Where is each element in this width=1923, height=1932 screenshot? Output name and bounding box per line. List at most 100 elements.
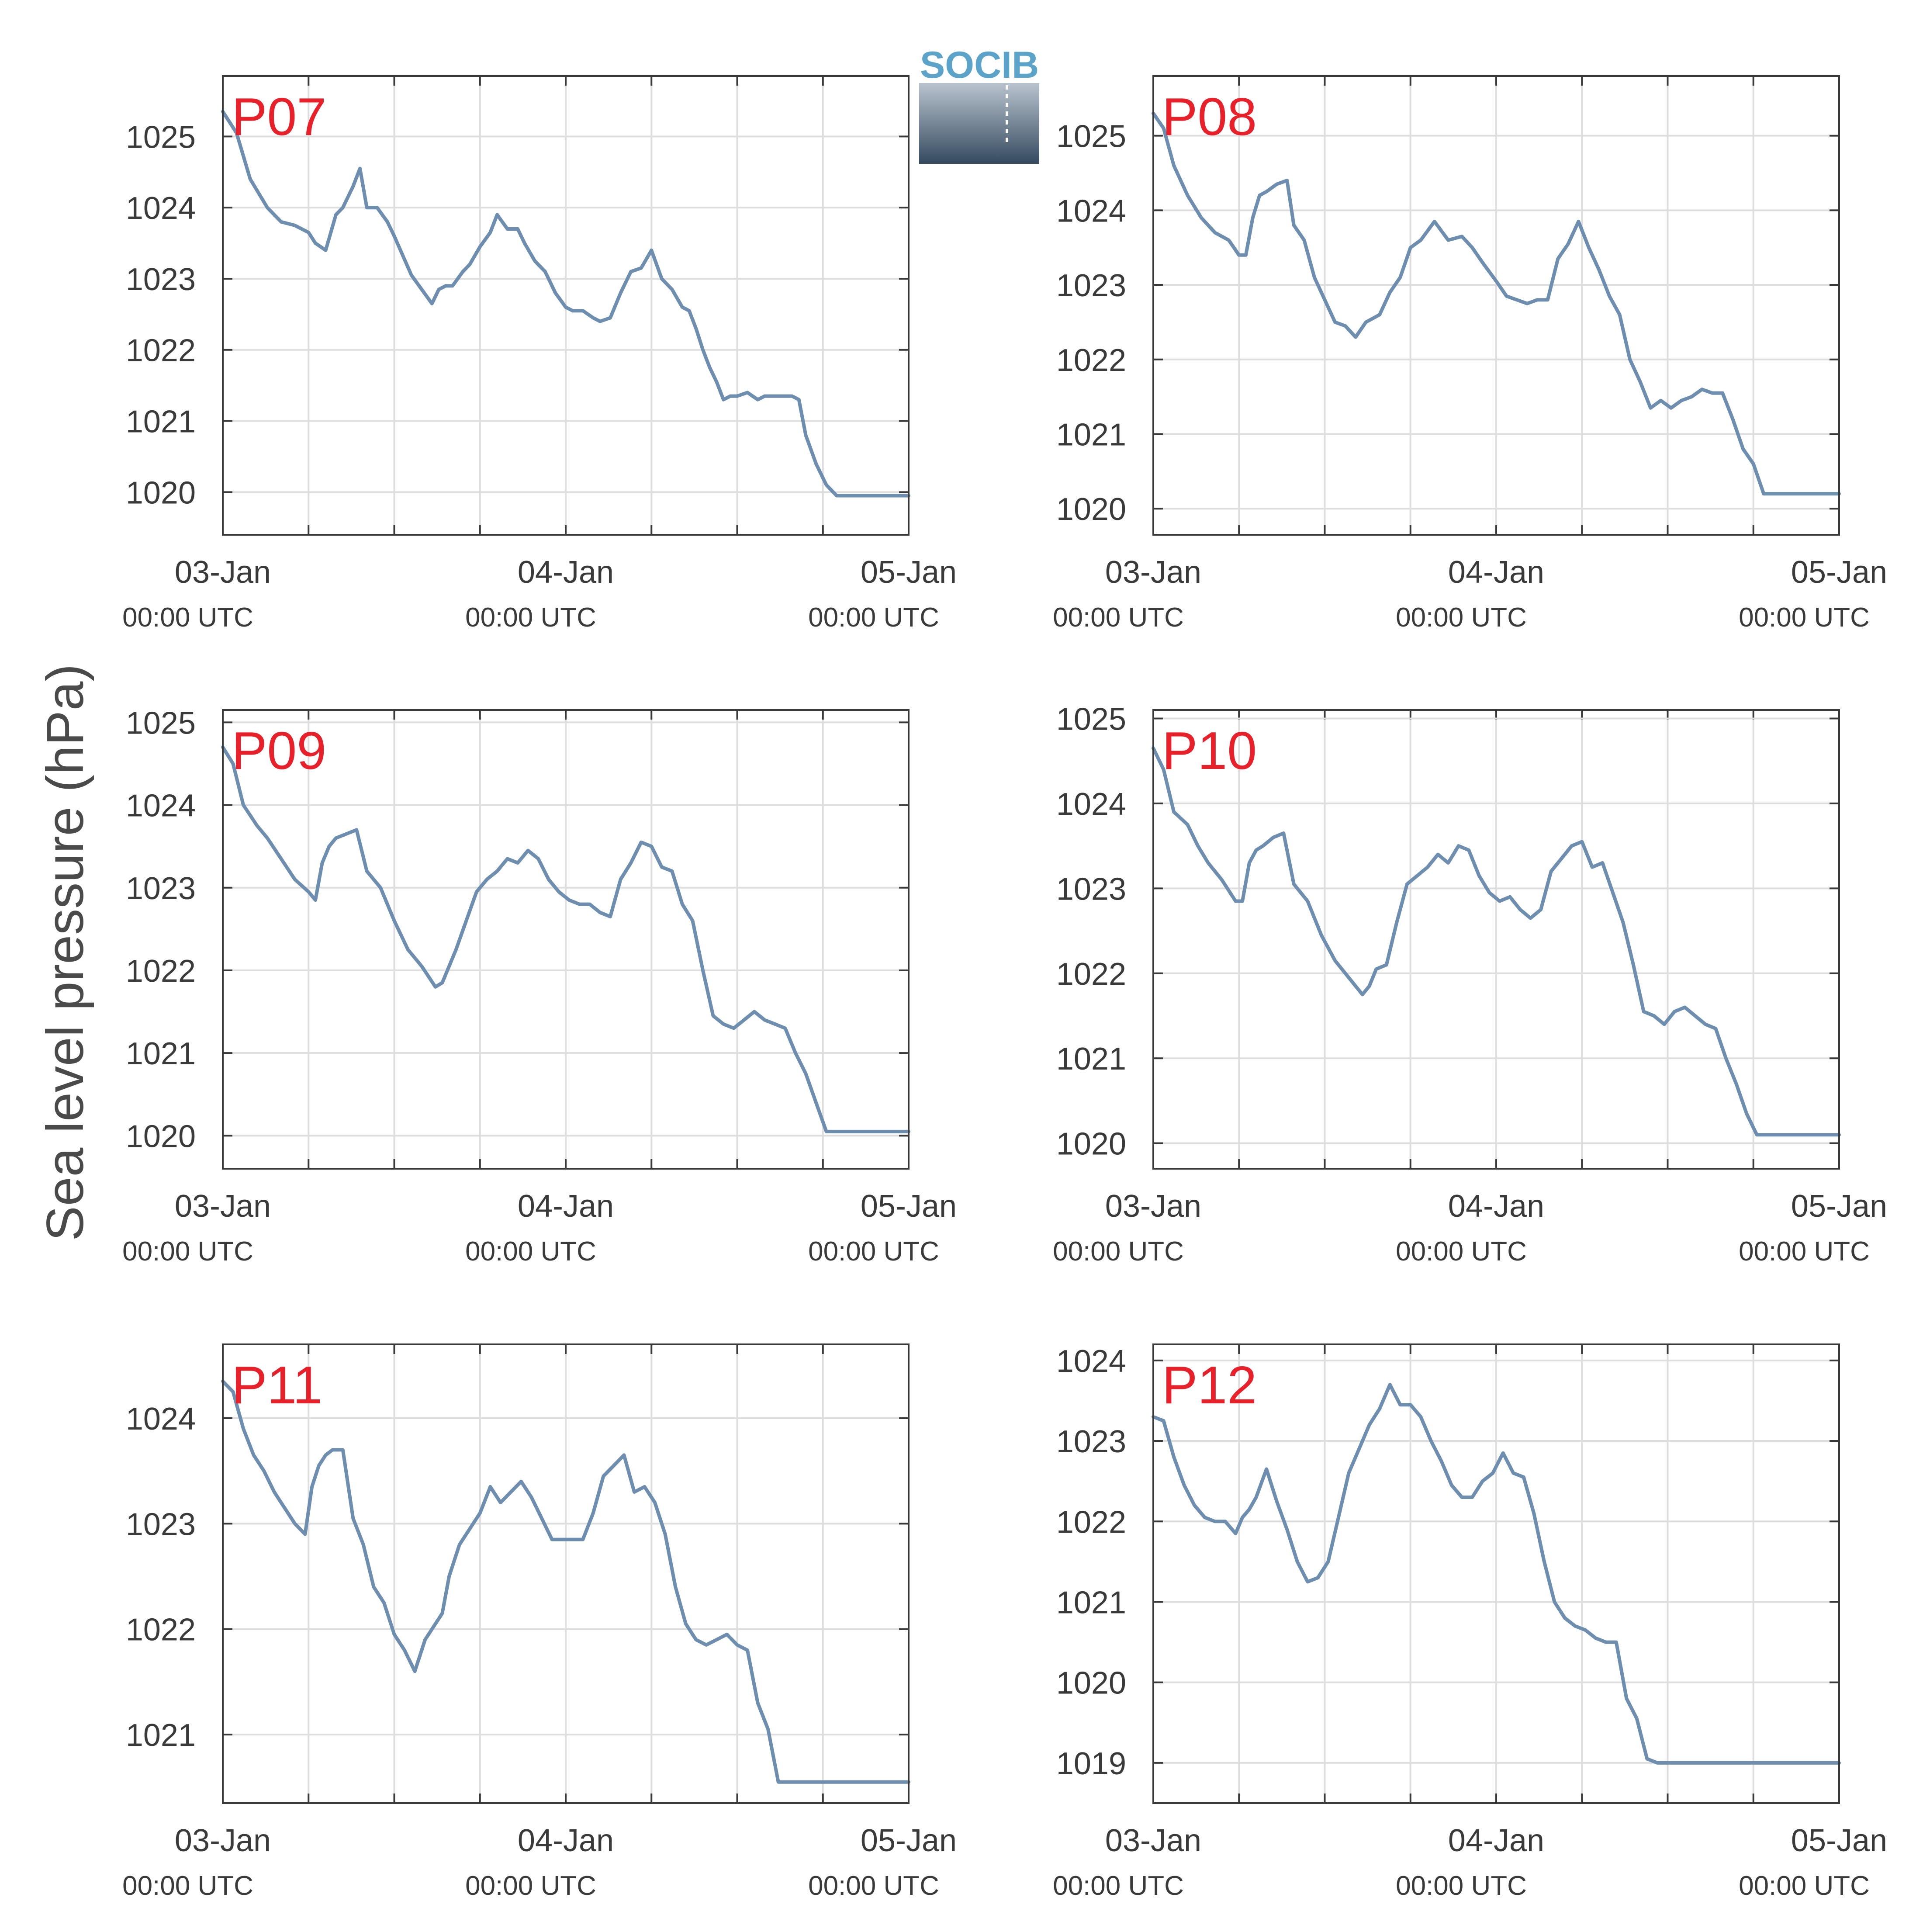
x-tick-sublabel: 00:00 UTC	[1053, 1871, 1184, 1901]
y-tick-label: 1024	[126, 1402, 196, 1437]
x-tick-sublabel: 00:00 UTC	[808, 1871, 939, 1901]
chart-panel-p07: 1020 1021 1022 1023 1024 1025 03-Jan 00:00 UTC 0…	[122, 75, 957, 633]
y-tick-label: 1021	[1056, 418, 1126, 453]
y-tick-label: 1020	[126, 1119, 196, 1154]
panel-title: P08	[1162, 87, 1257, 146]
panel-title: P12	[1162, 1355, 1257, 1415]
y-tick-label: 1022	[126, 333, 196, 368]
y-tick-label: 1023	[1056, 872, 1126, 907]
chart-panel-p10: 1020 1021 1022 1023 1024 1025 03-Jan 00:00 UTC 0…	[1053, 702, 1887, 1267]
x-tick-label: 05-Jan	[1791, 1823, 1887, 1858]
x-tick-label: 05-Jan	[861, 1823, 957, 1858]
panel-title: P07	[232, 87, 326, 146]
y-tick-label: 1025	[1056, 702, 1126, 737]
data-line-p08	[1152, 111, 1841, 496]
y-tick-label: 1021	[1056, 1042, 1126, 1077]
x-tick-label: 04-Jan	[518, 1823, 614, 1858]
x-tick-sublabel: 00:00 UTC	[1739, 1871, 1870, 1901]
y-tick-label: 1022	[126, 954, 196, 989]
y-tick-label: 1021	[1056, 1585, 1126, 1620]
plot-frame	[222, 709, 910, 1170]
y-tick-label: 1025	[1056, 119, 1126, 154]
x-tick-label: 03-Jan	[175, 1823, 271, 1858]
x-tick-label: 03-Jan	[1105, 555, 1201, 590]
x-tick-sublabel: 00:00 UTC	[465, 602, 596, 633]
y-tick-label: 1024	[126, 789, 196, 824]
x-tick-sublabel: 00:00 UTC	[465, 1236, 596, 1267]
y-tick-label: 1023	[1056, 268, 1126, 303]
x-tick-label: 05-Jan	[861, 1189, 957, 1224]
x-tick-label: 04-Jan	[518, 555, 614, 590]
chart-panel-p12: 1019 1020 1021 1022 1023 1024 03-Jan 00:00 UTC 0…	[1053, 1343, 1887, 1901]
y-tick-label: 1020	[1056, 1666, 1126, 1701]
socib-logo: SOCIB	[919, 44, 1039, 164]
y-tick-label: 1022	[1056, 343, 1126, 378]
panel-title: P09	[232, 721, 326, 780]
data-line-p07	[221, 110, 910, 498]
y-tick-label: 1022	[1056, 1505, 1126, 1540]
panel-title: P11	[232, 1355, 322, 1415]
plot-frame	[222, 1343, 910, 1804]
x-tick-label: 03-Jan	[1105, 1823, 1201, 1858]
y-tick-label: 1025	[126, 706, 196, 741]
data-line-p09	[221, 745, 910, 1133]
x-tick-sublabel: 00:00 UTC	[122, 602, 253, 633]
x-tick-sublabel: 00:00 UTC	[808, 1236, 939, 1267]
x-tick-label: 03-Jan	[1105, 1189, 1201, 1224]
x-tick-sublabel: 00:00 UTC	[1739, 1236, 1870, 1267]
x-tick-label: 05-Jan	[861, 555, 957, 590]
x-tick-sublabel: 00:00 UTC	[1053, 1236, 1184, 1267]
y-tick-label: 1024	[126, 191, 196, 226]
y-tick-label: 1019	[1056, 1746, 1126, 1781]
x-tick-sublabel: 00:00 UTC	[465, 1871, 596, 1901]
x-tick-sublabel: 00:00 UTC	[1053, 602, 1184, 633]
x-tick-label: 05-Jan	[1791, 555, 1887, 590]
x-tick-label: 03-Jan	[175, 555, 271, 590]
plot-frame	[222, 75, 910, 536]
y-axis-label: Sea level pressure (hPa)	[36, 664, 94, 1241]
y-tick-label: 1020	[1056, 1127, 1126, 1162]
y-tick-label: 1021	[126, 405, 196, 440]
data-line-p12	[1152, 1383, 1841, 1765]
data-line-p10	[1152, 746, 1841, 1137]
chart-panel-p09: 1020 1021 1022 1023 1024 1025 03-Jan 00:00 UTC 0…	[122, 706, 957, 1267]
x-tick-label: 04-Jan	[1448, 1189, 1544, 1224]
logo-gradient-block	[919, 83, 1039, 164]
x-tick-label: 04-Jan	[1448, 1823, 1544, 1858]
x-tick-sublabel: 00:00 UTC	[1396, 1871, 1527, 1901]
logo-text: SOCIB	[920, 44, 1039, 86]
x-tick-sublabel: 00:00 UTC	[1396, 1236, 1527, 1267]
x-tick-sublabel: 00:00 UTC	[1396, 602, 1527, 633]
chart-panel-p11: 1021 1022 1023 1024 03-Jan 00:00 UTC 04-Jan 00:…	[122, 1343, 957, 1901]
plot-frame	[1152, 75, 1840, 536]
y-tick-label: 1025	[126, 120, 196, 155]
y-tick-label: 1024	[1056, 1344, 1126, 1379]
y-tick-label: 1022	[126, 1613, 196, 1648]
y-tick-label: 1023	[1056, 1424, 1126, 1459]
y-tick-label: 1020	[126, 475, 196, 510]
x-tick-sublabel: 00:00 UTC	[122, 1871, 253, 1901]
y-tick-label: 1021	[126, 1036, 196, 1071]
y-tick-label: 1024	[1056, 194, 1126, 229]
x-tick-sublabel: 00:00 UTC	[1739, 602, 1870, 633]
chart-panel-p08: 1020 1021 1022 1023 1024 1025 03-Jan 00:00 UTC 0…	[1053, 75, 1887, 633]
panel-title: P10	[1162, 721, 1257, 780]
x-tick-label: 04-Jan	[1448, 555, 1544, 590]
y-tick-label: 1020	[1056, 492, 1126, 527]
x-tick-label: 04-Jan	[518, 1189, 614, 1224]
data-line-p11	[221, 1379, 910, 1784]
x-tick-sublabel: 00:00 UTC	[122, 1236, 253, 1267]
x-tick-label: 03-Jan	[175, 1189, 271, 1224]
y-tick-label: 1023	[126, 262, 196, 297]
x-tick-label: 05-Jan	[1791, 1189, 1887, 1224]
x-tick-sublabel: 00:00 UTC	[808, 602, 939, 633]
y-tick-label: 1023	[126, 871, 196, 906]
panels-container: 1020 1021 1022 1023 1024 1025 03-Jan 00:00 UTC 0…	[122, 75, 1887, 1901]
plot-frame	[1152, 709, 1840, 1170]
y-tick-label: 1023	[126, 1507, 196, 1542]
y-tick-label: 1021	[126, 1718, 196, 1753]
y-tick-label: 1022	[1056, 957, 1126, 992]
plot-frame	[1152, 1343, 1840, 1804]
y-tick-label: 1024	[1056, 787, 1126, 822]
